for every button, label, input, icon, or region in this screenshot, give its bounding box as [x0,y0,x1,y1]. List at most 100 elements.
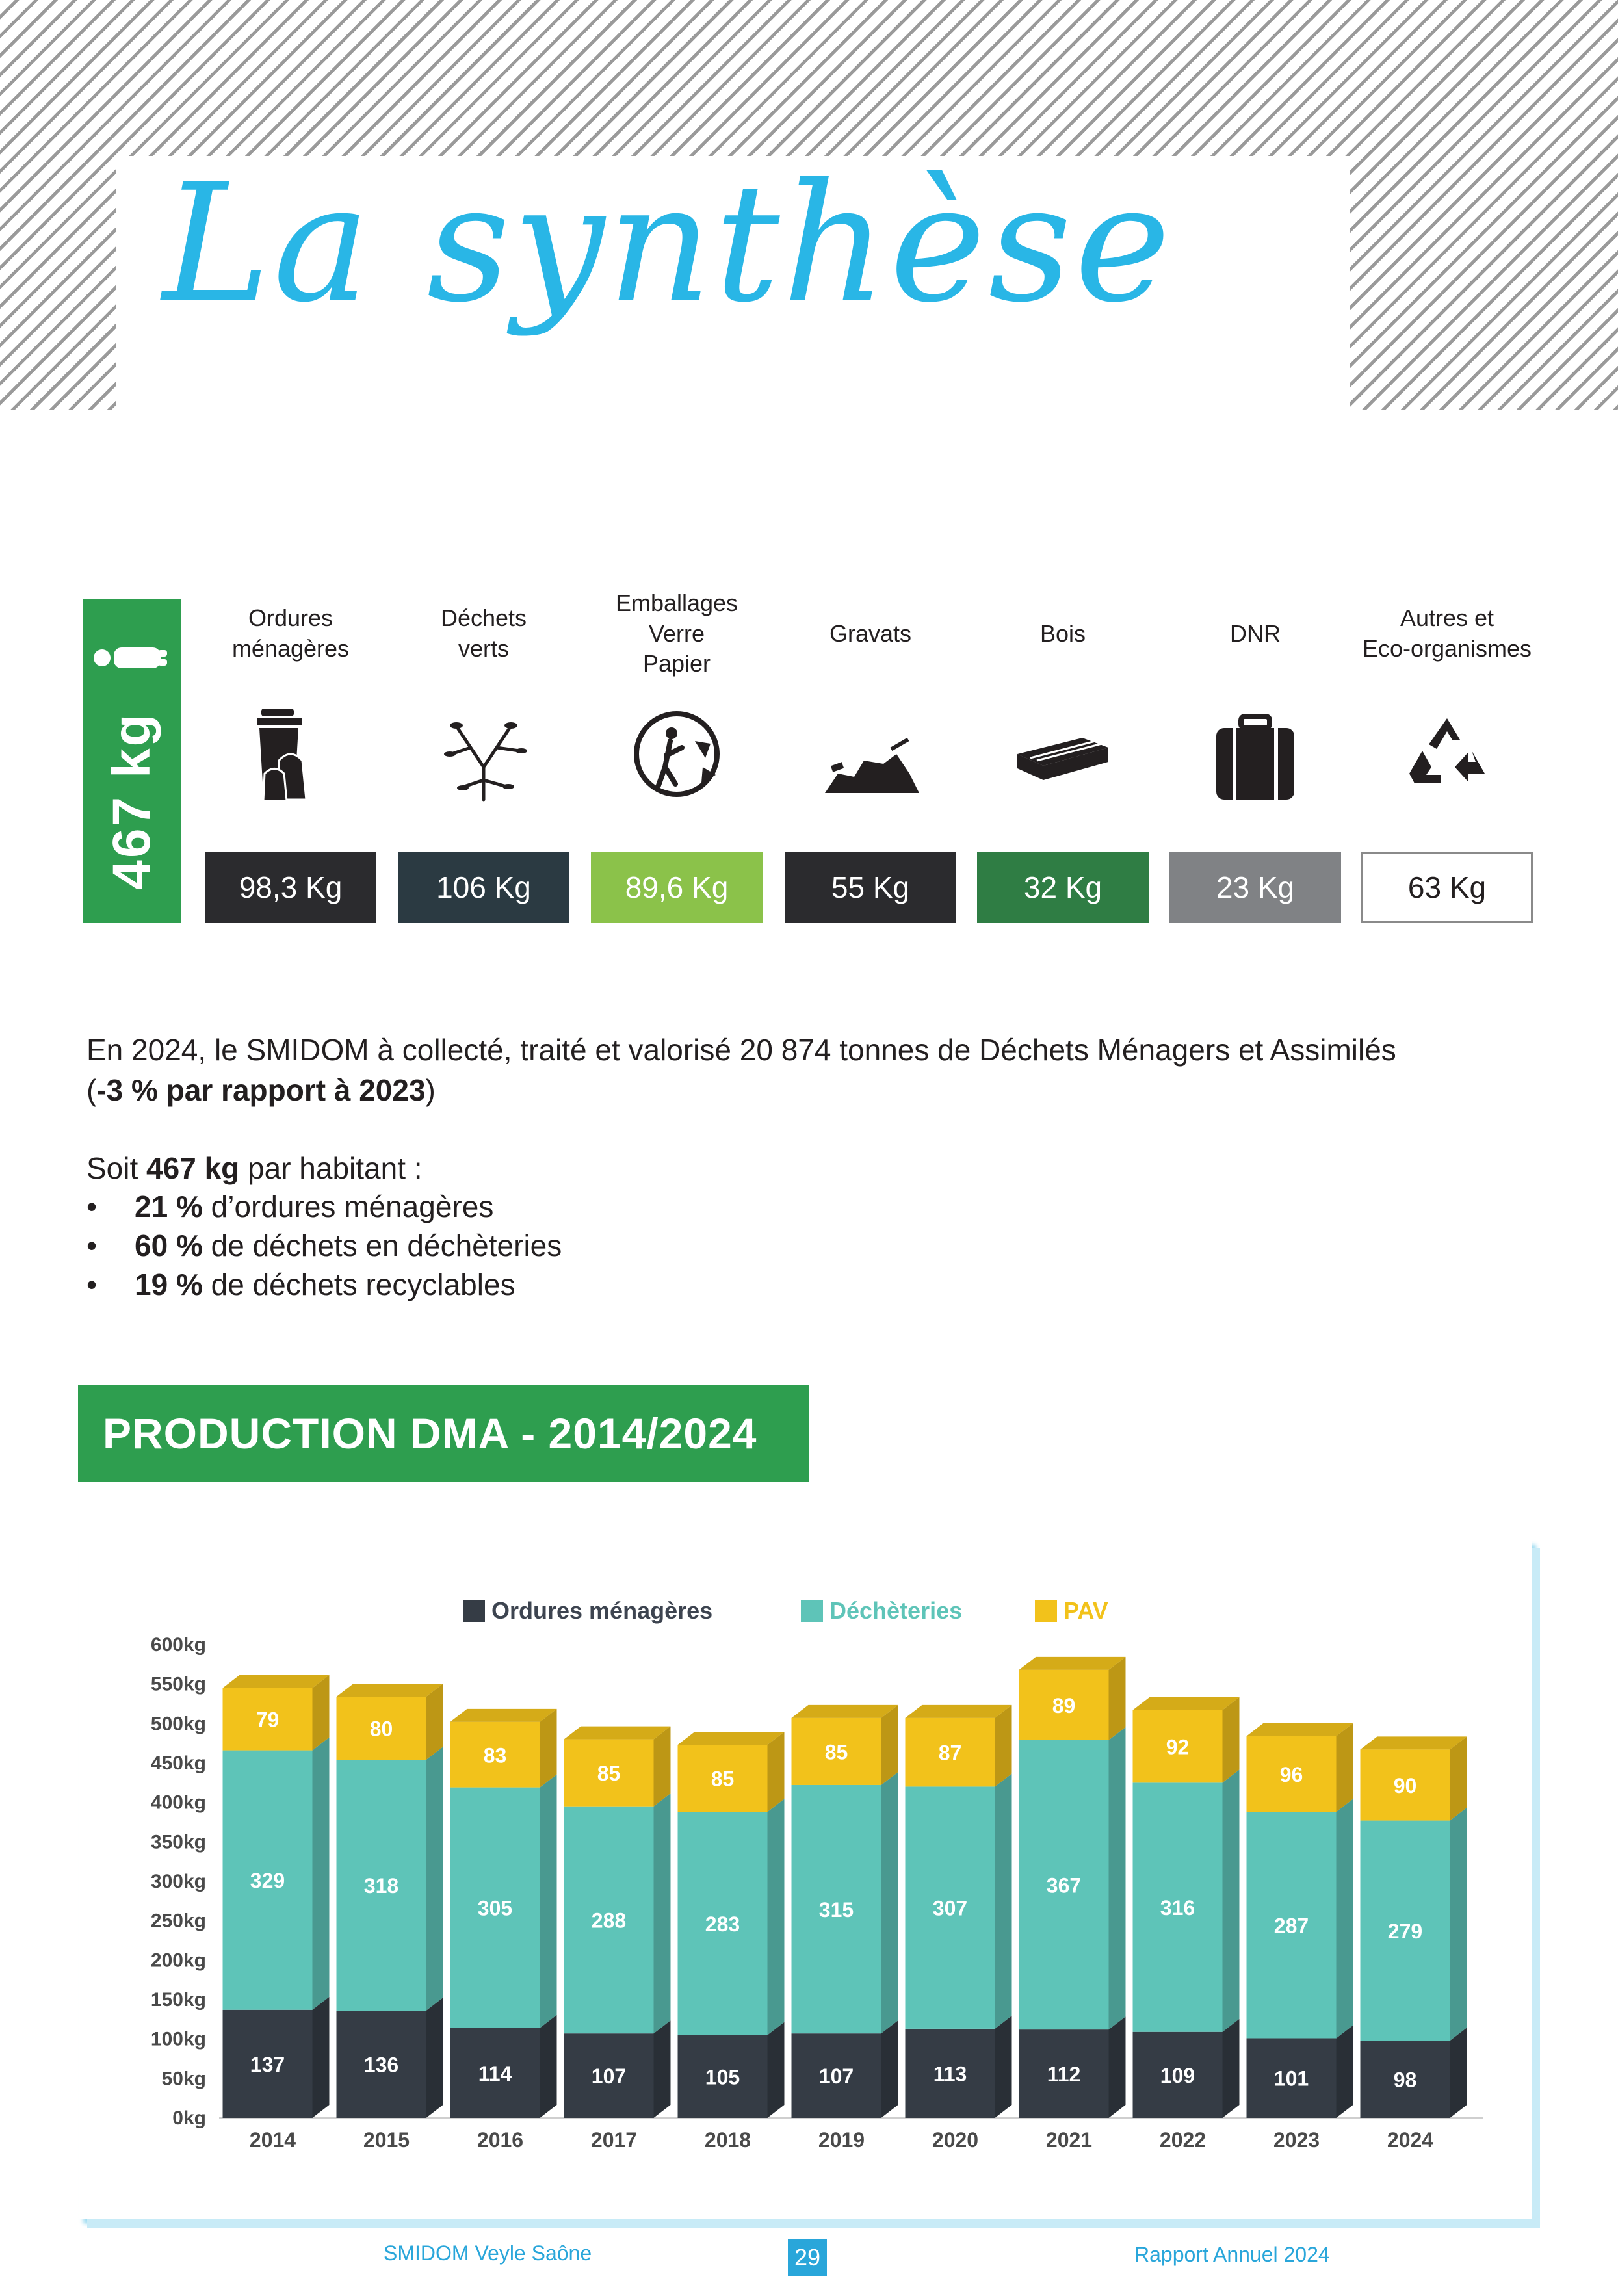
x-tick-label: 2019 [818,2128,865,2152]
suitcase-icon [1216,714,1294,800]
per-inhabitant-paragraph: Soit 467 kg par habitant : [86,1151,423,1185]
bar-front [905,1786,995,2029]
data-label: 288 [592,1909,626,1932]
category-value: 98,3 Kg [205,852,376,923]
page-title: La synthèse [163,149,1173,338]
bar-segment: 315 [791,1771,898,2034]
data-label: 85 [825,1740,848,1764]
bar-segment: 112 [1019,2016,1126,2118]
list-item: 19 % de déchets recyclables [86,1265,562,1304]
rubble-icon [825,737,919,793]
bar-segment: 92 [1132,1697,1240,1783]
data-label: 307 [933,1897,967,1920]
y-tick-label: 250kg [151,1911,206,1932]
x-tick-label: 2015 [363,2128,410,2152]
category-value: 23 Kg [1169,852,1341,923]
total-per-inhabitant-box: 467 kg [83,599,181,923]
data-label: 101 [1274,2067,1309,2091]
intro-line-1: En 2024, le SMIDOM à collecté, traité et… [86,1033,1396,1067]
data-label: 89 [1052,1694,1076,1717]
data-label: 79 [256,1708,280,1732]
category-label: Déchets verts [440,605,527,662]
bar-segment: 85 [677,1732,785,1812]
bar-segment: 96 [1246,1723,1353,1812]
bar-segment: 107 [791,2020,898,2118]
bar-front [336,1697,426,1760]
x-tick-label: 2014 [250,2128,296,2152]
bar-side [426,1997,443,2118]
title-panel [116,156,1350,410]
bar-segment: 83 [450,1708,557,1788]
category-value: 63 Kg [1361,852,1533,923]
legend-label: Ordures ménagères [491,1597,712,1624]
y-tick-label: 200kg [151,1950,206,1971]
bar-side [426,1684,443,1760]
data-label: 98 [1394,2068,1417,2092]
bar-top [905,1704,1012,1718]
bar-side [540,1774,557,2028]
data-label: 114 [478,2062,512,2085]
data-label: 315 [819,1898,854,1922]
bar-segment: 137 [222,1996,330,2118]
bar-side [1222,1697,1240,1783]
bar-segment: 283 [677,1799,785,2035]
category-5: DNR 23 Kg [1169,585,1341,923]
y-tick-label: 500kg [151,1713,206,1734]
legend-swatch [801,1600,823,1622]
bar-front [1246,2038,1337,2118]
bar-segment: 367 [1019,1727,1126,2030]
bar-side [1108,2016,1126,2118]
data-label: 83 [484,1743,507,1767]
data-label: 137 [250,2053,285,2076]
intro-paragraph: En 2024, le SMIDOM à collecté, traité et… [86,1030,1396,1110]
data-label: 318 [364,1874,398,1898]
bar-segment: 288 [564,1793,671,2034]
bar-front [1360,1749,1450,1821]
bar-segment: 89 [1019,1656,1126,1740]
data-label: 136 [364,2053,398,2076]
category-value: 32 Kg [977,852,1149,923]
y-tick-label: 600kg [151,1634,206,1656]
category-2: Emballages Verre Papier 89,6 Kg [591,585,763,923]
bar-side [1336,1723,1353,1812]
x-tick-label: 2020 [932,2128,978,2152]
data-label: 107 [592,2065,626,2088]
category-4: Bois 32 Kg [977,585,1149,923]
bar-front [564,1739,654,1807]
bar-top [450,1708,557,1722]
bar-top [791,1704,898,1718]
category-1: Déchets verts 106 Kg [398,585,569,923]
y-tick-label: 350kg [151,1831,206,1853]
x-tick-label: 2017 [591,2128,637,2152]
bar-side [767,1732,785,1812]
recycle-icon [1409,718,1485,783]
breakdown-list: 21 % d’ordures ménagères 60 % de déchets… [86,1187,562,1304]
dma-production-chart: 0kg 50kg 100kg 150kg 200kg 250kg 300kg 350kg 400… [79,1539,1532,2219]
bar-front [1360,1820,1450,2041]
bar-side [1450,1807,1467,2041]
bar-side [1222,2018,1240,2118]
bar-side [1336,1799,1353,2039]
bar-top [336,1684,443,1697]
bar-side [881,1704,898,1785]
bar-side [540,2015,557,2118]
bar-segment: 307 [905,1773,1012,2029]
bar-front [450,2028,540,2118]
bar-front [677,2035,768,2118]
bar-front [791,1717,881,1785]
bar-side [767,2022,785,2118]
page-number: 29 [788,2239,827,2276]
category-0: Ordures ménagères 98,3 Kg [205,585,376,923]
bar-top [564,1726,671,1740]
bar-segment: 305 [450,1774,557,2028]
bar-side [1108,1656,1126,1740]
data-label: 92 [1166,1736,1190,1759]
bar-top [1360,1736,1467,1750]
bar-front [1246,1812,1337,2039]
footer-organization: SMIDOM Veyle Saône [384,2241,592,2265]
x-tick-label: 2018 [705,2128,751,2152]
category-value: 89,6 Kg [591,852,763,923]
trash-bin-icon [257,709,307,802]
x-tick-label: 2022 [1160,2128,1206,2152]
bar-segment: 113 [905,2015,1012,2118]
